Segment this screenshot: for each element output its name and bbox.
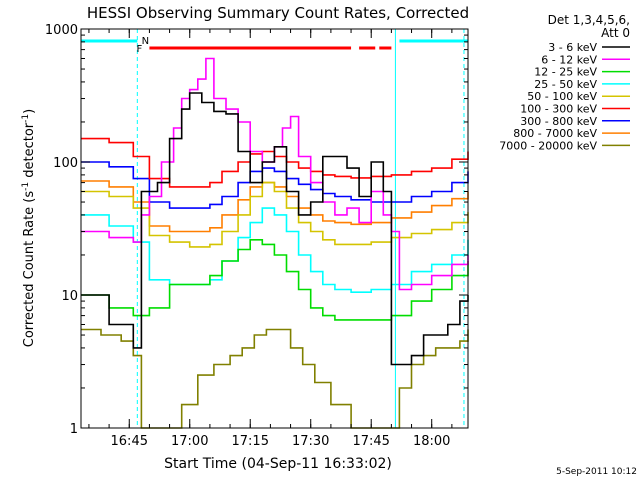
legend-label-3: 12 - 25 keV	[534, 66, 597, 79]
series-layer	[80, 57, 469, 429]
series-line-4	[80, 207, 469, 293]
series-line-3	[80, 239, 469, 321]
legend-label-5: 50 - 100 keV	[527, 90, 597, 103]
legend-label-8: 800 - 7000 keV	[513, 127, 597, 140]
footer-date: 5-Sep-2011 10:12	[556, 467, 637, 477]
y-axis-label-main: Corrected Count Rate (s	[22, 191, 37, 348]
x-tick-label-6: 18:00	[413, 434, 450, 449]
x-tick-label-5: 17:45	[352, 434, 389, 449]
series-line-5	[80, 181, 469, 248]
legend-label-9: 7000 - 20000 keV	[499, 139, 597, 152]
y-axis-label: Corrected Count Rate (s-1 detector-1)	[21, 109, 37, 347]
legend-label-6: 100 - 300 keV	[520, 103, 597, 116]
annotation-f: F	[137, 44, 143, 55]
legend-label-1: 3 - 6 keV	[548, 41, 597, 54]
annotation-n: N	[142, 36, 149, 47]
legend-label-7: 300 - 800 keV	[520, 115, 597, 128]
chart-title: HESSI Observing Summary Count Rates, Cor…	[87, 4, 469, 22]
y-axis-label-sup1: -1	[21, 182, 31, 191]
legend-label-4: 25 - 50 keV	[534, 78, 597, 91]
axis-layer: 1 10 100 1000 16:45 17:00 17:15 17:30 17:45 18:00	[45, 23, 468, 449]
x-tick-label-4: 17:30	[292, 434, 329, 449]
plot-frame	[80, 28, 469, 429]
x-axis-label: Start Time (04-Sep-11 16:33:02)	[164, 456, 392, 472]
y-axis-label-sup2: -1	[21, 114, 31, 123]
x-tick-label-1: 16:45	[111, 434, 148, 449]
overlay-layer: FN	[80, 29, 468, 428]
y-tick-label-2: 10	[61, 289, 78, 304]
y-axis-label-end: )	[22, 109, 37, 114]
legend-header-line-1: Det 1,3,4,5,6,	[548, 13, 630, 27]
series-line-1	[80, 92, 469, 366]
y-tick-label-4: 1000	[45, 23, 78, 38]
plot-area: FN 1 10 100 1000 16:45 17:00 17:15 17:30 17:45 18…	[45, 23, 469, 449]
legend-label-2: 6 - 12 keV	[541, 53, 597, 66]
x-tick-label-2: 17:00	[171, 434, 208, 449]
legend-header-line-2: Att 0	[601, 26, 630, 40]
y-tick-label-3: 100	[53, 156, 78, 171]
x-tick-label-3: 17:15	[232, 434, 269, 449]
y-tick-label-1: 1	[70, 422, 78, 437]
y-axis-label-mid: detector	[22, 122, 37, 182]
